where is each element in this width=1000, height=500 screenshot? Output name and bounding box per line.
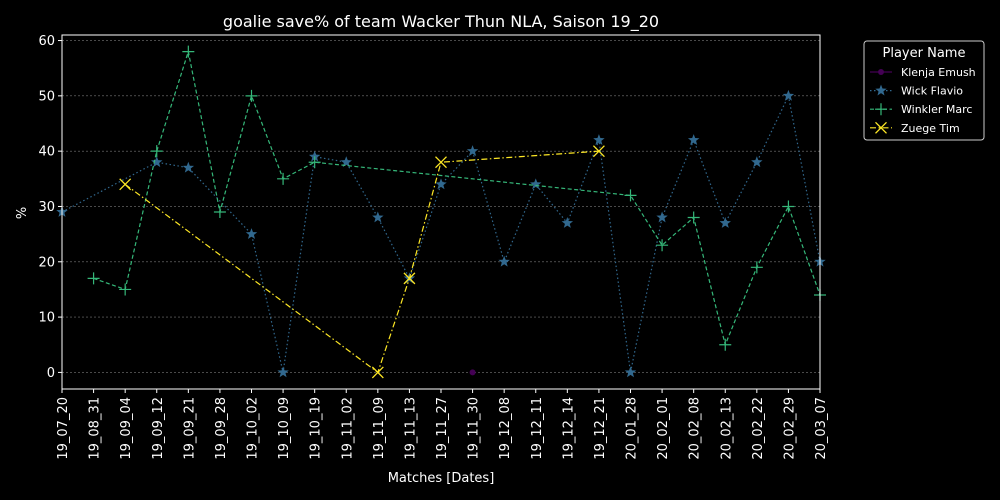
x-tick-label: 19_09_12 <box>151 397 166 460</box>
data-point-wick-flavio <box>530 178 542 190</box>
data-point-wick-flavio <box>687 134 700 145</box>
legend-frame <box>863 40 985 141</box>
legend-label-zuege-tim: Zuege Tim <box>901 122 960 135</box>
x-tick-label: 20_02_22 <box>751 397 766 460</box>
x-tick-label: 19_11_30 <box>467 397 482 460</box>
data-point-zuege-tim <box>435 156 447 169</box>
x-tick-label: 19_09_21 <box>182 397 197 460</box>
legend-label-wick-flavio: Wick Flavio <box>901 85 963 98</box>
axes: 0 10 20 30 40 50 60 19_07_20 19_08_31 19_09_04 19_… <box>38 34 829 460</box>
series-winkler-marc <box>87 45 826 351</box>
y-tick-label: 20 <box>38 255 55 270</box>
data-point-wick-flavio <box>498 255 510 267</box>
x-tick-label: 19_08_31 <box>88 397 103 460</box>
x-tick-label: 20_02_29 <box>782 397 797 460</box>
x-tick-label: 19_07_20 <box>56 397 71 460</box>
series-zuege-tim <box>119 145 605 379</box>
legend-marker-zuege-tim <box>875 121 887 134</box>
data-point-zuege-tim <box>119 178 132 191</box>
legend-marker-wick-flavio <box>875 84 887 96</box>
series-line-wick-flavio <box>61 93 821 373</box>
x-tick-label: 20_02_13 <box>719 397 734 460</box>
legend-label-klenja-emush: Klenja Emush <box>901 66 976 79</box>
data-point-wick-flavio <box>466 145 479 157</box>
x-tick-label: 20_02_08 <box>688 397 703 460</box>
data-point-klenja-emush <box>469 369 476 376</box>
chart-title: goalie save% of team Wacker Thun NLA, Sa… <box>223 12 659 32</box>
data-point-winkler-marc <box>150 145 163 158</box>
data-point-winkler-marc <box>213 206 226 218</box>
legend-title: Player Name <box>883 46 966 61</box>
x-tick-label: 19_12_11 <box>530 397 545 460</box>
data-point-winkler-marc <box>687 211 700 224</box>
data-point-wick-flavio <box>340 156 352 168</box>
x-axis-label: Matches [Dates] <box>388 471 495 486</box>
data-point-winkler-marc <box>656 239 669 252</box>
data-point-wick-flavio <box>719 217 731 228</box>
data-point-wick-flavio <box>624 366 637 378</box>
data-point-wick-flavio <box>435 178 447 190</box>
x-tick-label: 19_11_13 <box>403 397 418 460</box>
x-tick-label: 19_10_09 <box>277 397 292 460</box>
data-point-wick-flavio <box>182 161 195 173</box>
x-tick-label: 19_12_14 <box>561 397 576 460</box>
y-tick-label: 0 <box>47 366 55 381</box>
legend-item-winkler-marc: Winkler Marc <box>870 103 972 116</box>
data-point-wick-flavio <box>561 217 574 228</box>
y-tick-label: 50 <box>38 89 55 104</box>
x-tick-label: 20_01_28 <box>625 397 640 460</box>
y-tick-label: 60 <box>38 34 55 49</box>
data-point-wick-flavio <box>593 134 605 145</box>
x-tick-label: 20_03_07 <box>814 397 829 460</box>
data-point-zuege-tim <box>592 145 605 158</box>
data-point-wick-flavio <box>656 211 668 223</box>
data-point-wick-flavio <box>372 211 384 223</box>
y-tick-label: 30 <box>38 200 55 215</box>
legend-item-klenja-emush: Klenja Emush <box>870 66 976 79</box>
data-point-winkler-marc <box>750 261 763 274</box>
x-tick-label: 19_09_28 <box>214 397 229 460</box>
y-tick-label: 10 <box>38 311 55 326</box>
x-tick-label: 19_10_02 <box>246 397 261 460</box>
series-line-winkler-marc <box>93 51 821 347</box>
legend-item-wick-flavio: Wick Flavio <box>870 84 963 98</box>
x-tick-label: 19_12_21 <box>593 397 608 460</box>
x-tick-label: 20_02_01 <box>656 397 671 460</box>
data-point-winkler-marc <box>719 338 732 351</box>
data-point-wick-flavio <box>782 89 795 101</box>
x-tick-label: 19_11_02 <box>340 397 355 460</box>
data-point-zuege-tim <box>403 272 416 285</box>
data-point-winkler-marc <box>308 156 321 169</box>
x-tick-label: 19_11_27 <box>435 397 450 460</box>
x-tick-label: 19_11_09 <box>372 397 387 460</box>
data-point-wick-flavio <box>308 150 321 162</box>
data-point-winkler-marc <box>182 45 195 58</box>
data-point-winkler-marc <box>782 200 795 213</box>
legend-item-zuege-tim: Zuege Tim <box>870 122 960 135</box>
y-tick-label: 40 <box>38 145 55 160</box>
data-point-wick-flavio <box>277 366 289 378</box>
x-tick-label: 19_09_04 <box>119 397 134 460</box>
legend-label-winkler-marc: Winkler Marc <box>901 103 972 116</box>
data-point-winkler-marc <box>119 283 132 296</box>
legend-marker-winkler-marc <box>875 103 887 116</box>
x-tick-label: 19_10_19 <box>309 397 324 460</box>
x-tick-label: 19_12_08 <box>498 397 513 460</box>
data-point-winkler-marc <box>624 189 637 202</box>
data-point-zuege-tim <box>371 366 384 379</box>
y-axis-label: % <box>15 207 30 219</box>
data-point-wick-flavio <box>151 156 163 168</box>
series-klenja-emush <box>469 369 476 376</box>
legend: Player Name Klenja Emush Wick Flavio Winkl… <box>863 40 985 141</box>
data-point-winkler-marc <box>245 89 258 102</box>
legend-marker-klenja-emush <box>878 69 884 75</box>
data-point-winkler-marc <box>277 172 290 185</box>
data-point-winkler-marc <box>87 272 100 285</box>
data-point-wick-flavio <box>245 228 258 239</box>
data-point-wick-flavio <box>751 156 763 168</box>
